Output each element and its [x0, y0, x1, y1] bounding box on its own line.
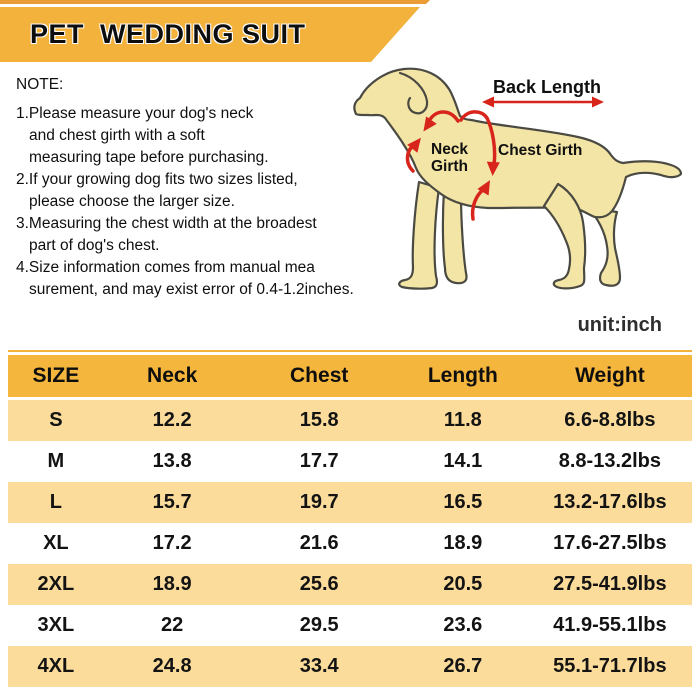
note-line: 3.Measuring the chest width at the broad…	[16, 215, 317, 232]
weight-value: 41.9-55.1lbs	[553, 614, 667, 636]
column-header-chest: Chest	[290, 364, 349, 387]
chest-value: 15.8	[299, 409, 339, 431]
neck-value: 24.8	[152, 655, 192, 677]
dog-front-far-leg	[441, 188, 468, 285]
length-value: 16.5	[443, 491, 483, 513]
dog-rear-near-leg	[542, 182, 587, 290]
table-top-border	[8, 350, 692, 352]
chest-value: 17.7	[299, 450, 339, 472]
arrowhead	[486, 161, 500, 176]
size-value: M	[47, 450, 65, 472]
arrowhead	[592, 96, 604, 108]
dog-ear	[398, 71, 429, 115]
arrowhead	[477, 180, 490, 196]
weight-value: 8.8-13.2lbs	[558, 450, 662, 472]
weight-value: 17.6-27.5lbs	[553, 532, 667, 554]
dog-measurement-diagram: Back Length Neck Girth Chest Girth	[340, 58, 700, 298]
note-line: 2.If your growing dog fits two sizes lis…	[16, 171, 298, 188]
note-line: surement, and may exist error of 0.4-1.2…	[29, 281, 354, 298]
table-row: 4XL 24.8 33.4 26.7 55.1-71.7lbs	[8, 646, 692, 687]
table-row: XL 17.2 21.6 18.9 17.6-27.5lbs	[8, 523, 692, 564]
note-line: and chest girth with a soft	[29, 127, 205, 144]
note-line: 1.Please measure your dog's neck	[16, 105, 254, 122]
note-line: 4.Size information comes from manual mea	[16, 259, 315, 276]
neck-value: 15.7	[152, 491, 192, 513]
weight-value: 13.2-17.6lbs	[553, 491, 667, 513]
weight-value: 6.6-8.8lbs	[564, 409, 656, 431]
size-table: SIZE Neck Chest Length Weight S 12.2 15.…	[8, 350, 692, 687]
arrowhead	[423, 116, 437, 132]
banner-accent-strip	[0, 0, 430, 4]
note-line: part of dog's chest.	[29, 237, 160, 254]
note-line: measuring tape before purchasing.	[29, 149, 269, 166]
length-value: 20.5	[443, 573, 483, 595]
chest-value: 21.6	[299, 532, 339, 554]
size-value: 3XL	[37, 614, 75, 636]
chest-value: 33.4	[299, 655, 339, 677]
page-title: PET WEDDING SUIT	[30, 19, 306, 49]
neck-girth-top-arrow	[427, 110, 460, 123]
column-header-size: SIZE	[32, 364, 80, 387]
back-length-label: Back Length	[493, 77, 601, 97]
length-value: 23.6	[443, 614, 483, 636]
length-value: 11.8	[443, 409, 482, 431]
weight-value: 27.5-41.9lbs	[553, 573, 667, 595]
note-line: please choose the larger size.	[29, 193, 235, 210]
length-value: 26.7	[443, 655, 483, 677]
chest-value: 29.5	[299, 614, 339, 636]
neck-value: 12.2	[152, 409, 192, 431]
table-row: 3XL 22 29.5 23.6 41.9-55.1lbs	[8, 605, 692, 646]
column-header-neck: Neck	[147, 364, 198, 387]
arrowhead	[407, 137, 421, 153]
neck-value: 22	[161, 614, 184, 636]
column-header-weight: Weight	[575, 364, 645, 387]
length-value: 18.9	[443, 532, 483, 554]
unit-label: unit:inch	[577, 314, 662, 336]
neck-value: 18.9	[152, 573, 192, 595]
note-section: NOTE: 1.Please measure your dog's neck a…	[16, 74, 361, 301]
chest-girth-label: Chest Girth	[498, 142, 582, 159]
note-heading: NOTE:	[16, 76, 64, 93]
dog-rear-far-leg	[586, 206, 622, 287]
weight-value: 55.1-71.7lbs	[553, 655, 667, 677]
size-value: L	[49, 491, 62, 513]
dog-illustration	[353, 67, 683, 290]
arrowhead	[482, 96, 494, 108]
length-value: 14.1	[443, 450, 483, 472]
chest-value: 19.7	[299, 491, 339, 513]
chest-girth-top-arrow	[459, 110, 497, 166]
size-value: S	[49, 409, 63, 431]
title-banner: PET WEDDING SUIT	[0, 7, 420, 62]
neck-girth-label-line1: Neck	[431, 141, 468, 158]
table-row: S 12.2 15.8 11.8 6.6-8.8lbs	[8, 400, 692, 441]
chest-value: 25.6	[299, 573, 339, 595]
neck-girth-label-line2: Girth	[431, 158, 468, 175]
neck-value: 17.2	[152, 532, 192, 554]
table-row: M 13.8 17.7 14.1 8.8-13.2lbs	[8, 441, 692, 482]
size-value: 2XL	[37, 573, 75, 595]
table-header-row: SIZE Neck Chest Length Weight	[8, 355, 692, 397]
size-value: XL	[43, 532, 69, 554]
arrowheads	[407, 96, 604, 196]
neck-value: 13.8	[152, 450, 192, 472]
column-header-length: Length	[427, 364, 498, 387]
table-row: 2XL 18.9 25.6 20.5 27.5-41.9lbs	[8, 564, 692, 605]
dog-front-near-leg	[398, 180, 441, 290]
size-value: 4XL	[37, 655, 75, 677]
table-row: L 15.7 19.7 16.5 13.2-17.6lbs	[8, 482, 692, 523]
dog-body	[353, 67, 683, 219]
